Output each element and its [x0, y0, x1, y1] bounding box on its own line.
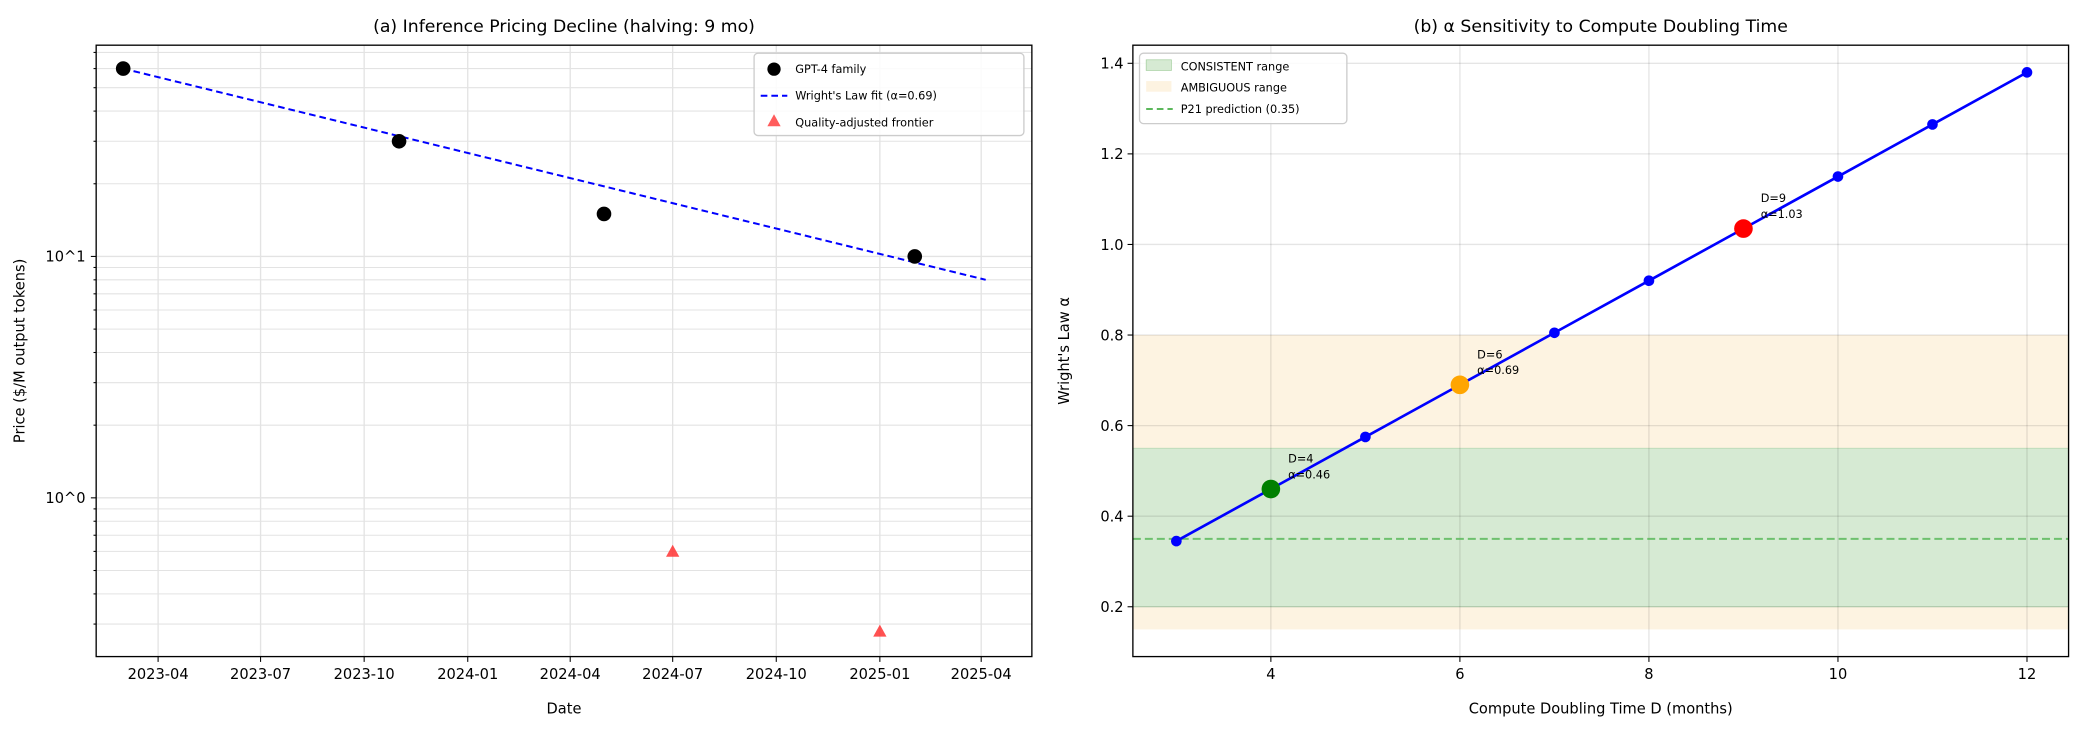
y-tick-label: 1.4	[1100, 56, 1123, 73]
alpha-point	[1643, 275, 1655, 287]
alpha-point	[1832, 171, 1844, 182]
alpha-point	[1549, 327, 1560, 339]
annotation-d: D=4	[1288, 452, 1313, 465]
gpt4-point	[115, 61, 131, 76]
alpha-point	[2021, 67, 2033, 78]
x-tick-label: 12	[2018, 666, 2037, 683]
panel-b: D=4 α=0.46 D=6 α=0.69 D=9 α=1.03 0.2 0.4 0.6 0.8…	[1056, 17, 2070, 718]
panel-a: 10^0 10^1 2023-04 2023-07 2023-10 2024-01 20…	[11, 17, 1033, 718]
legend-frontier: Quality-adjusted frontier	[795, 116, 933, 129]
annotation-d: D=6	[1477, 348, 1502, 361]
alpha-point	[1171, 535, 1182, 547]
gpt4-point	[596, 206, 612, 222]
highlight-point	[1261, 479, 1281, 499]
y-tick-label: 0.4	[1100, 509, 1123, 526]
alpha-line	[1175, 71, 2028, 543]
x-tick-label: 2023-07	[230, 666, 291, 683]
gpt4-point	[907, 249, 923, 264]
legend-ambiguous-swatch	[1146, 81, 1172, 92]
x-tick-label: 2023-10	[334, 666, 395, 683]
frontier-point	[666, 544, 680, 557]
frontier-point	[873, 624, 887, 637]
panel-b-xlabel: Compute Doubling Time D (months)	[1469, 701, 1733, 718]
gpt4-point	[391, 133, 407, 149]
x-tick-label: 10	[1829, 666, 1848, 683]
legend-consistent: CONSISTENT range	[1181, 60, 1290, 73]
x-tick-label: 2023-04	[128, 666, 189, 683]
x-tick-label: 2025-01	[849, 666, 910, 683]
y-tick-label: 1.0	[1100, 237, 1123, 254]
panel-b-legend: CONSISTENT range AMBIGUOUS range P21 pre…	[1138, 52, 1348, 125]
fit-line	[122, 67, 986, 281]
legend-p21: P21 prediction (0.35)	[1181, 103, 1300, 116]
x-tick-label: 2024-07	[642, 666, 703, 683]
annotation-d: D=9	[1761, 192, 1786, 205]
x-tick-label: 2024-01	[437, 666, 498, 683]
highlight-point	[1450, 375, 1470, 395]
annotation-alpha: α=0.69	[1477, 364, 1519, 377]
y-tick-label: 0.2	[1100, 599, 1123, 616]
x-tick-label: 2025-04	[951, 666, 1012, 683]
x-tick-label: 2024-10	[746, 666, 807, 683]
legend-ambiguous: AMBIGUOUS range	[1181, 82, 1287, 95]
x-tick-label: 8	[1644, 666, 1653, 683]
legend-triangle-marker	[767, 114, 781, 127]
alpha-point	[1927, 119, 1938, 130]
y-tick-label: 1.2	[1100, 146, 1123, 163]
legend-consistent-swatch	[1145, 59, 1172, 71]
panel-b-frame	[1132, 44, 2070, 658]
x-tick-label: 6	[1455, 666, 1464, 683]
y-tick-label: 10^1	[45, 249, 85, 266]
x-tick-label: 4	[1266, 666, 1275, 683]
legend-fit: Wright's Law fit (α=0.69)	[795, 90, 937, 103]
highlight-point	[1734, 219, 1753, 238]
panel-a-legend: GPT-4 family Wright's Law fit (α=0.69) Q…	[753, 52, 1025, 137]
legend-gpt4: GPT-4 family	[795, 63, 866, 76]
panel-a-xlabel: Date	[547, 701, 582, 718]
panel-b-ylabel: Wright's Law α	[1056, 297, 1073, 405]
y-tick-label: 0.8	[1100, 327, 1123, 344]
panel-a-title: (a) Inference Pricing Decline (halving: …	[373, 17, 755, 37]
annotation-alpha: α=0.46	[1288, 468, 1330, 481]
consistent-band	[1132, 447, 2069, 608]
y-tick-label: 10^0	[45, 490, 85, 507]
panel-b-title: (b) α Sensitivity to Compute Doubling Ti…	[1414, 17, 1788, 37]
x-tick-label: 2024-04	[540, 666, 601, 683]
alpha-point	[1360, 431, 1371, 443]
panel-a-frame	[95, 44, 1033, 658]
panel-a-ylabel: Price ($/M output tokens)	[11, 259, 28, 443]
y-tick-label: 0.6	[1100, 418, 1123, 435]
legend-circle-marker	[767, 62, 781, 76]
annotation-alpha: α=1.03	[1761, 208, 1803, 221]
